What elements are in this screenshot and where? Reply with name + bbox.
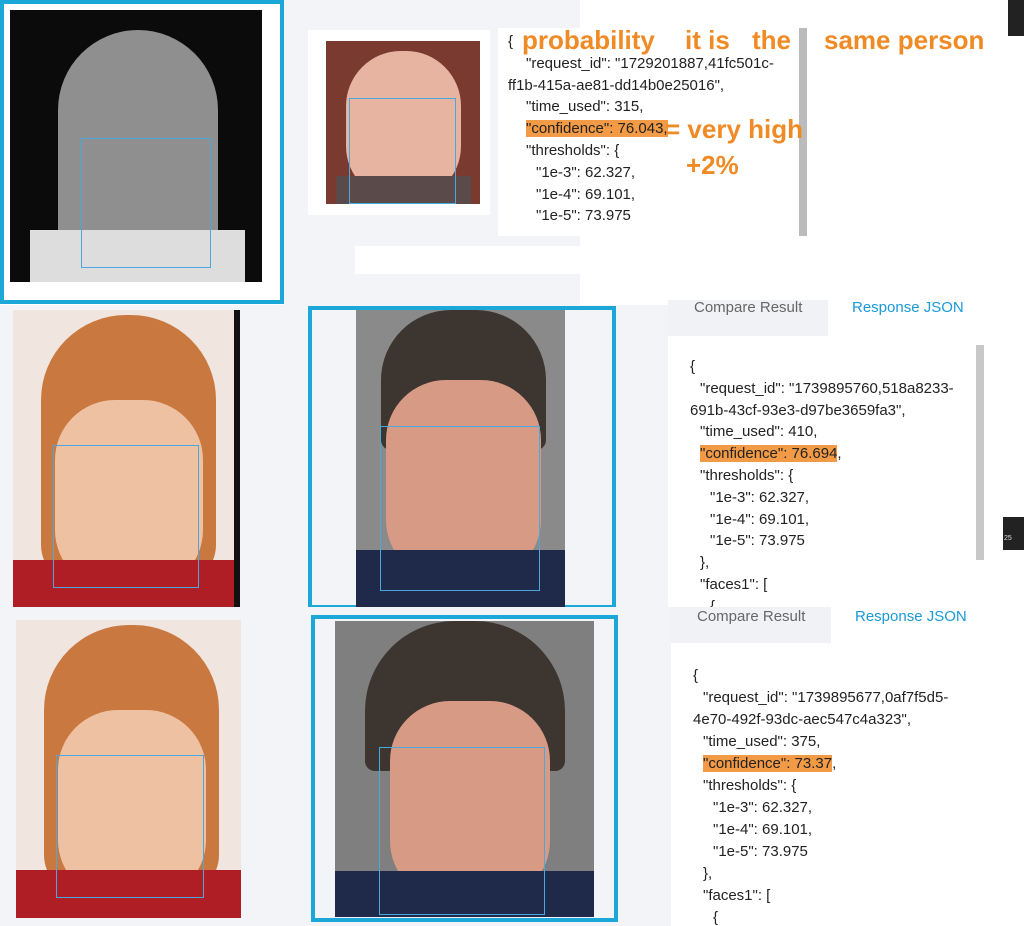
face-box [379, 747, 545, 915]
photo [356, 310, 565, 609]
corner [1008, 0, 1024, 36]
json-line: "request_id": "1729201887,41fc501c- [526, 54, 774, 72]
json-line: "1e-3": 62.327, [536, 163, 636, 181]
json-line: "1e-3": 62.327, [713, 799, 813, 816]
json-line: "request_id": "1739895677,0af7f5d5- [703, 689, 949, 706]
json-line: { [508, 33, 514, 50]
json-line: "time_used": 410, [700, 423, 818, 441]
photo [13, 310, 240, 607]
json-line: { [713, 909, 719, 926]
tab: Response JSON [855, 608, 967, 625]
photo [326, 41, 480, 204]
json-line: "1e-5": 73.975 [710, 532, 805, 550]
json-line: "1e-4": 69.101, [536, 185, 636, 203]
face-box [349, 98, 456, 204]
shirt [13, 560, 234, 607]
json-line: 691b-43cf-93e3-d97be3659fa3", [690, 401, 906, 419]
face [386, 380, 541, 580]
json-line: { [710, 597, 716, 607]
face-box [380, 426, 540, 591]
json-line: "request_id": "1739895760,518a8233- [700, 379, 954, 397]
shirt [336, 176, 471, 204]
face [390, 701, 550, 901]
tab: Compare Result [694, 299, 803, 316]
photo-frame [311, 615, 618, 922]
face-box [53, 445, 199, 588]
json-line: }, [700, 554, 710, 572]
json-line: "confidence": 76.694, [700, 444, 842, 464]
json-line: "time_used": 375, [703, 733, 821, 750]
json-line: }, [703, 865, 713, 882]
photo [16, 620, 241, 918]
json-panel: Compare Result Response JSON{"request_id"… [668, 295, 988, 607]
annotation: the [752, 25, 791, 55]
json-line: "confidence": 76.043, [526, 119, 668, 139]
tab: Compare Result [697, 608, 806, 625]
shirt [30, 230, 245, 282]
face [55, 400, 203, 590]
json-line: ff1b-415a-ae81-dd14b0e25016", [508, 76, 725, 94]
json-line: "1e-3": 62.327, [710, 488, 810, 506]
json-line: "1e-5": 73.975 [713, 843, 808, 860]
json-text: , [837, 445, 842, 463]
photo [10, 10, 262, 282]
highlight: "confidence": 73.37 [703, 755, 833, 772]
photo-card [308, 30, 490, 215]
json-line: "faces1": [ [700, 576, 768, 593]
annotation: same person [824, 25, 985, 55]
backdrop [355, 246, 580, 274]
side-label: 25 [1003, 517, 1024, 550]
json-line: "1e-4": 69.101, [710, 510, 810, 528]
tab: Response JSON [852, 299, 964, 316]
scrollbar [799, 28, 807, 236]
json-line: "faces1": [ [703, 887, 771, 904]
json-panel: Compare Result Response JSON{"request_id"… [671, 604, 991, 926]
json-line: "thresholds": { [700, 467, 794, 484]
json-line: "1e-4": 69.101, [713, 821, 813, 838]
photo-frame [308, 306, 616, 609]
json-line: "1e-5": 73.975 [536, 207, 631, 225]
annotation: = very high [665, 114, 803, 144]
face-box [81, 138, 211, 268]
json-line: { [690, 358, 696, 375]
face-box [56, 755, 204, 898]
annotation: probability [522, 25, 655, 55]
photo [335, 621, 594, 917]
jacket [356, 550, 565, 609]
json-text: , [832, 755, 837, 772]
json-line: "thresholds": { [703, 777, 797, 794]
edge [234, 310, 240, 607]
tab-bg [668, 300, 828, 336]
highlight: "confidence": 76.043, [526, 120, 668, 138]
highlight: "confidence": 76.694 [700, 445, 838, 463]
json-line: "thresholds": { [526, 142, 620, 159]
tab-bg [671, 607, 831, 643]
face [58, 710, 206, 900]
json-line: 4e70-492f-93dc-aec547c4a323", [693, 711, 911, 728]
annotation: +2% [686, 150, 739, 180]
json-line: "time_used": 315, [526, 98, 644, 116]
scrollbar [976, 345, 984, 560]
json-line: "confidence": 73.37, [703, 754, 836, 774]
annotation: it is [685, 25, 730, 55]
jacket [335, 871, 594, 917]
json-panel: { "request_id": "1729201887,41fc501c-ff1b… [498, 28, 800, 236]
json-line: { [693, 667, 699, 684]
photo-frame [0, 0, 284, 304]
